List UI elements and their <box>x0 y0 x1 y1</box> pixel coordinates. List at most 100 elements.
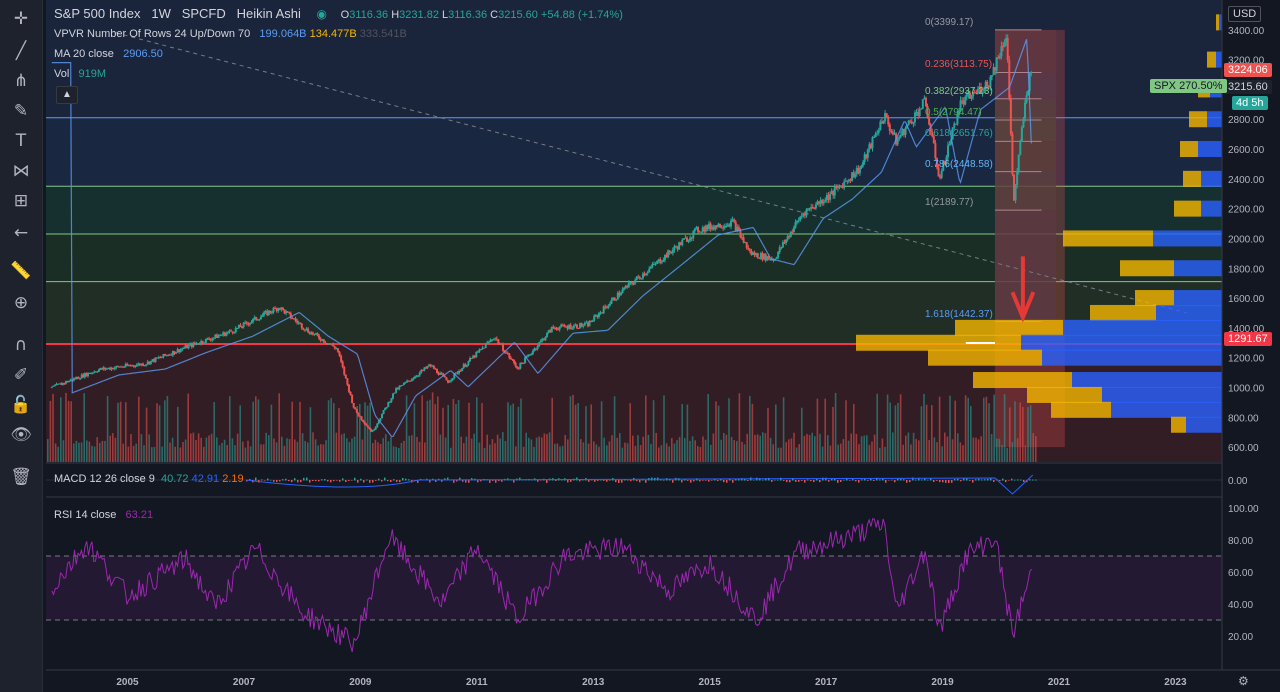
candle-body <box>344 374 347 379</box>
macd-histogram-bar <box>816 478 818 481</box>
volume-bar <box>86 440 88 462</box>
settings-gear-icon[interactable]: ⚙ <box>1238 674 1249 688</box>
macd-histogram-bar <box>852 479 854 481</box>
candle-body <box>646 272 649 274</box>
candle-body <box>316 333 319 336</box>
candle-body <box>665 254 668 258</box>
volume-bar <box>808 435 811 462</box>
brush-icon[interactable]: ✎ <box>13 101 29 121</box>
currency-button[interactable]: USD <box>1228 6 1262 22</box>
candle-body <box>113 367 116 370</box>
back-arrow-icon[interactable]: ← <box>13 223 29 243</box>
volume-bar <box>182 441 184 462</box>
eye-icon[interactable]: 👁 <box>10 425 32 445</box>
volume-bar <box>260 444 262 462</box>
volume-bar <box>533 446 535 462</box>
candle-body <box>987 86 990 88</box>
volume-bar <box>184 439 187 462</box>
volume-bar <box>385 434 387 462</box>
price-axis[interactable]: 3400.003200.003000.002800.002600.002400.… <box>1228 26 1265 643</box>
countdown-tag: 4d 5h <box>1232 96 1268 110</box>
macd-histogram-bar <box>981 479 983 481</box>
zoom-icon[interactable]: ⊕ <box>13 293 29 313</box>
candle-body <box>939 176 942 178</box>
pattern-icon[interactable]: ⋈ <box>12 161 30 181</box>
volume-bar <box>481 403 483 462</box>
candle-body <box>168 354 171 356</box>
time-tick-label: 2017 <box>815 677 838 688</box>
candle-body <box>420 370 423 373</box>
candle-body <box>1008 60 1011 98</box>
macd-histogram-bar <box>990 477 992 481</box>
rsi-legend[interactable]: RSI 14 close 63.21 <box>54 509 153 521</box>
volume-bar <box>52 393 54 462</box>
candle-body <box>605 307 608 309</box>
volume-bar <box>762 432 764 462</box>
ruler-icon[interactable]: 📏 <box>10 261 32 281</box>
volume-bar <box>265 432 267 462</box>
candle-body <box>643 273 646 276</box>
candle-body <box>525 356 528 358</box>
time-axis[interactable]: 2005 2007 2009 2011 2013 2015 2017 2019 2021 2023 <box>116 677 1187 688</box>
volume-bar <box>938 396 941 462</box>
time-tick-label: 2007 <box>233 677 256 688</box>
volume-bar <box>572 394 574 462</box>
candle-body <box>329 343 332 345</box>
lock-icon[interactable]: 🔓 <box>10 395 32 415</box>
macd-histogram-bar <box>387 480 389 482</box>
candle-body <box>197 343 200 345</box>
trash-icon[interactable]: 🗑 <box>10 467 32 487</box>
volume-bar <box>567 439 569 462</box>
volume-bar <box>382 438 384 462</box>
candle-body <box>995 57 998 71</box>
macd-histogram-bar <box>348 480 350 481</box>
macd-histogram-bar <box>864 479 866 481</box>
candle-body <box>755 253 758 256</box>
candle-body <box>365 424 368 426</box>
vp-row-down <box>955 319 1063 336</box>
prediction-icon[interactable]: ⊞ <box>13 191 29 211</box>
symbol-legend[interactable]: S&P 500 Index 1W SPCFD Heikin Ashi ◉ O31… <box>54 6 623 21</box>
collapse-legend-button[interactable]: ▲ <box>56 86 78 104</box>
candle-body <box>225 333 228 336</box>
candle-body <box>203 342 206 344</box>
volume-bar <box>213 402 215 462</box>
vpvr-legend[interactable]: VPVR Number Of Rows 24 Up/Down 70 199.06… <box>54 28 407 40</box>
candle-body <box>1009 97 1012 135</box>
macd-histogram-bar <box>942 480 944 483</box>
candle-body <box>877 130 880 133</box>
candle-body <box>393 392 396 394</box>
pitchfork-icon[interactable]: ⋔ <box>13 71 29 91</box>
eye-icon[interactable]: ◉ <box>316 7 328 21</box>
vol-legend[interactable]: Vol 919M <box>54 68 106 80</box>
candle-body <box>601 312 604 314</box>
vp-row-up <box>1216 51 1222 68</box>
crosshair-icon[interactable]: ✛ <box>13 9 29 29</box>
ma-legend[interactable]: MA 20 close 2906.50 <box>54 48 163 60</box>
volume-bar <box>842 439 845 462</box>
volume-bar <box>530 439 533 462</box>
text-icon[interactable]: T <box>15 131 27 151</box>
stay-drawing-icon[interactable]: ✐ <box>13 365 29 385</box>
candle-body <box>536 346 539 349</box>
volume-bar <box>733 440 735 462</box>
volume-bar <box>944 432 946 462</box>
candle-body <box>222 332 225 335</box>
volume-bar <box>712 433 715 462</box>
candle-body <box>990 75 993 77</box>
trendline-icon[interactable]: ╱ <box>15 41 27 61</box>
candle-body <box>907 120 910 125</box>
candle-body <box>544 336 547 340</box>
candle-body <box>923 97 926 100</box>
magnet-icon[interactable]: ∩ <box>14 335 28 355</box>
macd-legend[interactable]: MACD 12 26 close 9 40.72 42.91 2.19 <box>54 473 244 485</box>
volume-bar <box>470 438 473 462</box>
candle-body <box>946 145 949 158</box>
volume-bar <box>899 394 902 462</box>
candle-body <box>879 121 882 131</box>
price-tick-label: 1800.00 <box>1228 264 1265 275</box>
volume-bar <box>866 435 868 462</box>
volume-bar <box>868 444 871 462</box>
candle-body <box>766 256 769 261</box>
